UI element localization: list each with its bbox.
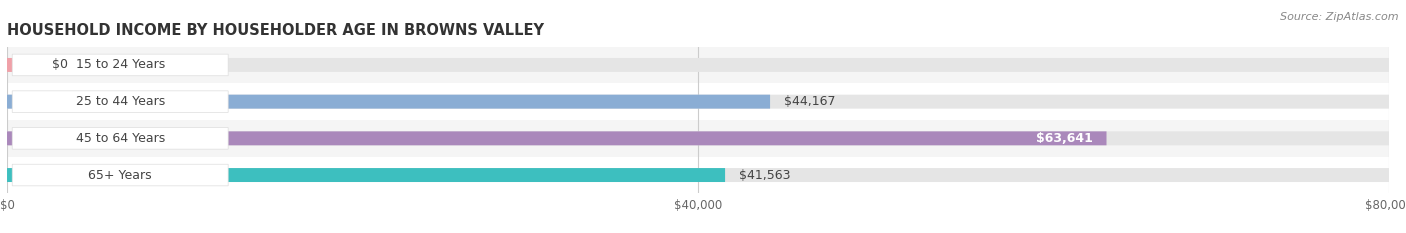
FancyBboxPatch shape (7, 58, 1389, 72)
FancyBboxPatch shape (7, 95, 770, 109)
Text: 65+ Years: 65+ Years (89, 168, 152, 182)
Text: $63,641: $63,641 (1036, 132, 1092, 145)
FancyBboxPatch shape (13, 127, 228, 149)
FancyBboxPatch shape (7, 95, 1389, 109)
Text: $0: $0 (52, 58, 67, 72)
FancyBboxPatch shape (7, 58, 38, 72)
FancyBboxPatch shape (13, 91, 228, 113)
Text: $44,167: $44,167 (785, 95, 835, 108)
Text: Source: ZipAtlas.com: Source: ZipAtlas.com (1281, 12, 1399, 22)
FancyBboxPatch shape (7, 131, 1107, 145)
FancyBboxPatch shape (7, 131, 1389, 145)
Text: 25 to 44 Years: 25 to 44 Years (76, 95, 165, 108)
FancyBboxPatch shape (13, 54, 228, 76)
FancyBboxPatch shape (13, 164, 228, 186)
FancyBboxPatch shape (7, 168, 725, 182)
FancyBboxPatch shape (7, 47, 1389, 83)
FancyBboxPatch shape (7, 120, 1389, 157)
Text: HOUSEHOLD INCOME BY HOUSEHOLDER AGE IN BROWNS VALLEY: HOUSEHOLD INCOME BY HOUSEHOLDER AGE IN B… (7, 24, 544, 38)
FancyBboxPatch shape (7, 168, 1389, 182)
FancyBboxPatch shape (7, 157, 1389, 193)
Text: 45 to 64 Years: 45 to 64 Years (76, 132, 165, 145)
Text: 15 to 24 Years: 15 to 24 Years (76, 58, 165, 72)
FancyBboxPatch shape (7, 83, 1389, 120)
Text: $41,563: $41,563 (740, 168, 790, 182)
